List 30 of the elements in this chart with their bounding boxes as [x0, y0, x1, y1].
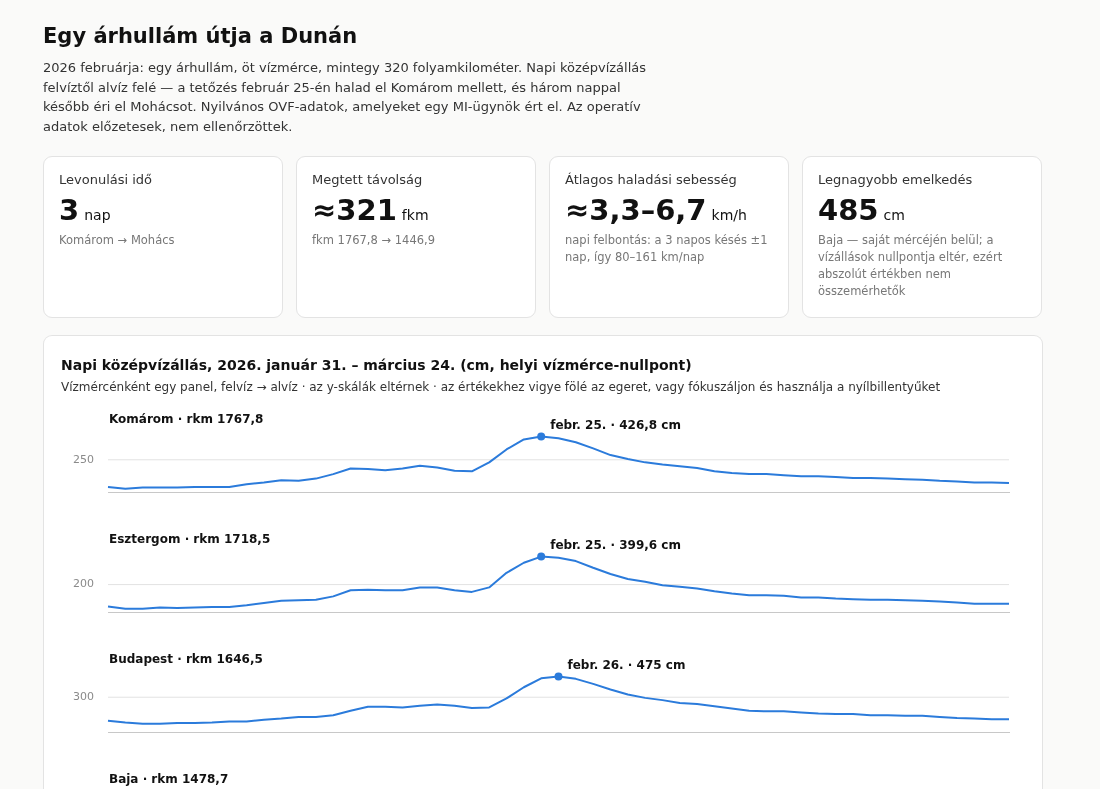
- text: Legnagyobb emelkedés: [818, 172, 974, 187]
- text: Vízmércénként egy panel, felvíz → alvíz · az y-skálák eltérnek · az értékekhez vigye fölé az egeret, vagy fókuszáljon és használja a nyílbillentyűket: [61, 379, 942, 396]
- text: Baja — saját mércéjén belül; a vízállások nullpontja eltér, ezért abszolút értékben nem összemérhetők: [818, 232, 1004, 300]
- text: Komárom → Mohács: [59, 232, 176, 249]
- text: febr. 25. · 426,8 cm: [550, 417, 681, 432]
- text: Levonulási idő: [59, 172, 154, 187]
- text: fkm: [401, 207, 429, 223]
- text: km/h: [711, 207, 747, 223]
- text: 3: [59, 193, 80, 227]
- text: Egy árhullám útja a Dunán: [43, 23, 359, 50]
- text: Átlagos haladási sebesség: [565, 172, 738, 187]
- chart-title: Komárom · rkm 1767,8: [109, 411, 264, 427]
- text: 250: [73, 452, 94, 466]
- chart-title: Esztergom · rkm 1718,5: [109, 531, 271, 547]
- text: 485: [818, 193, 879, 227]
- text: nap: [84, 207, 111, 223]
- text: Megtett távolság: [312, 172, 424, 187]
- text: 2026 februárja: egy árhullám, öt vízmérce, mintegy 320 folyamkilométer. Napi középvízállás felvíztől alvíz felé — a tetőzés február 25-én halad el Komárom mellett, és három nappal később éri el Mohácsot. Nyilvános OVF-adatok, amelyeket egy MI-ügynök ért el. Az operatív adatok előzetesek, nem ellenőrzöttek.: [43, 59, 648, 136]
- text: cm: [883, 207, 905, 223]
- text: febr. 26. · 475 cm: [567, 657, 686, 672]
- chart-title: Budapest · rkm 1646,5: [109, 651, 263, 667]
- text: 300: [73, 690, 94, 704]
- text: Baja · rkm 1478,7: [108, 771, 230, 787]
- text: Napi középvízállás, 2026. január 31. – március 24. (cm, helyi vízmérce-nullpont): [61, 356, 693, 375]
- text: 200: [73, 577, 94, 591]
- text: ≈321: [312, 193, 397, 227]
- text: febr. 25. · 399,6 cm: [550, 537, 681, 552]
- text: ≈3,3–6,7: [565, 193, 707, 227]
- text: napi felbontás: a 3 napos késés ±1 nap, így 80–161 km/nap: [565, 232, 769, 266]
- text: fkm 1767,8 → 1446,9: [312, 232, 436, 249]
